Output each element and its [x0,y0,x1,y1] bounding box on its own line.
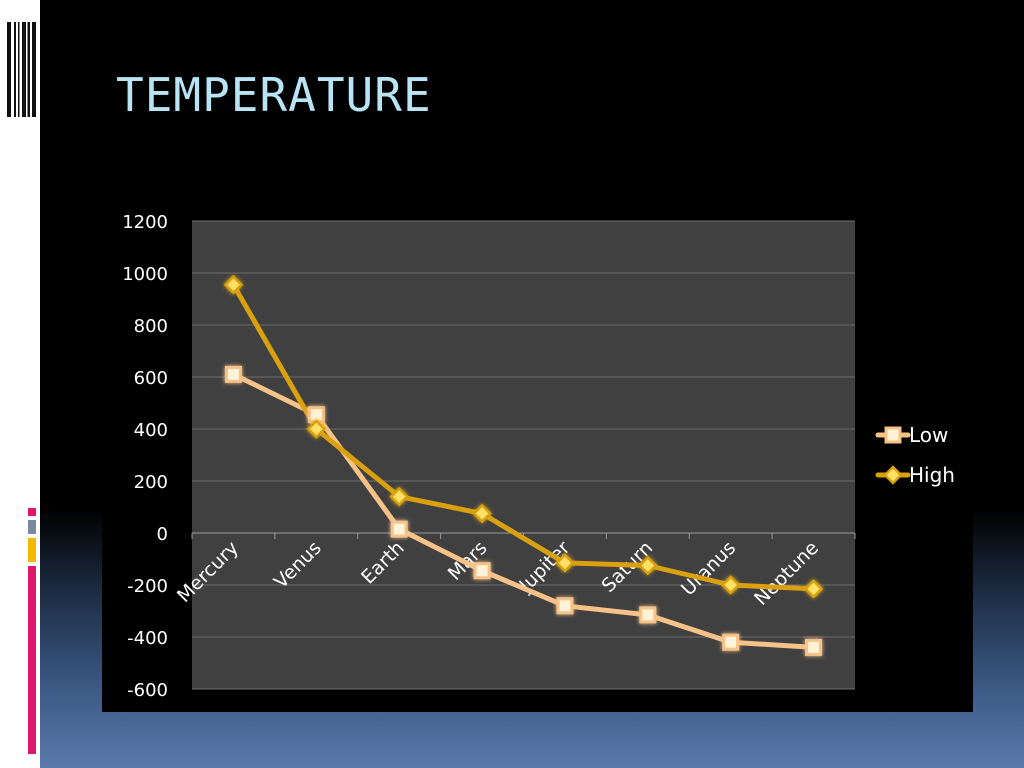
data-point-high [306,419,327,439]
legend-item-low: Low [875,423,948,447]
data-point-low [224,365,242,383]
data-point-high [472,503,492,524]
data-point-low [639,606,657,624]
series-line-low [230,371,817,650]
data-point-low [390,520,408,538]
data-point-low [805,638,823,656]
y-tick-label: 1000 [122,264,168,285]
accent-bar-pink [28,566,36,754]
data-point-high [223,274,244,295]
y-tick-label: 0 [157,524,168,545]
data-point-low [473,562,491,580]
y-tick-label: -600 [127,680,168,701]
data-point-high [720,575,741,595]
accent-bar-gray [28,520,36,534]
legend: Low High [875,423,955,487]
y-axis-ticks: 1200 1000 800 600 400 200 0 -200 -400 -600 [122,212,168,701]
y-tick-label: 400 [134,420,168,441]
data-point-high [555,553,575,573]
slide-decoration-icon [5,22,37,117]
y-tick-label: 800 [134,316,168,337]
slide-title: TEMPERATURE [116,68,432,122]
series [223,274,824,656]
y-tick-label: 600 [134,368,168,389]
y-tick-label: -200 [127,576,168,597]
data-point-high [389,486,409,507]
accent-bar-gold [28,538,36,562]
accent-bars [28,508,38,758]
data-point-low [722,633,740,651]
data-point-low [556,597,574,615]
legend-label: Low [909,423,948,447]
accent-bar-pink-top [28,508,36,516]
legend-marker [883,465,903,485]
legend-label: High [909,463,955,487]
chart-container: 1200 1000 800 600 400 200 0 -200 -400 -600 Mercur… [102,200,973,712]
legend-item-high: High [875,463,955,487]
series-line-high [230,282,817,592]
data-point-high [803,579,824,599]
y-tick-label: -400 [127,628,168,649]
data-point-high [638,555,658,576]
legend-marker [884,426,902,444]
plot-area [192,221,855,689]
y-tick-label: 1200 [122,212,168,233]
y-tick-label: 200 [134,472,168,493]
left-margin-strip [0,0,40,768]
